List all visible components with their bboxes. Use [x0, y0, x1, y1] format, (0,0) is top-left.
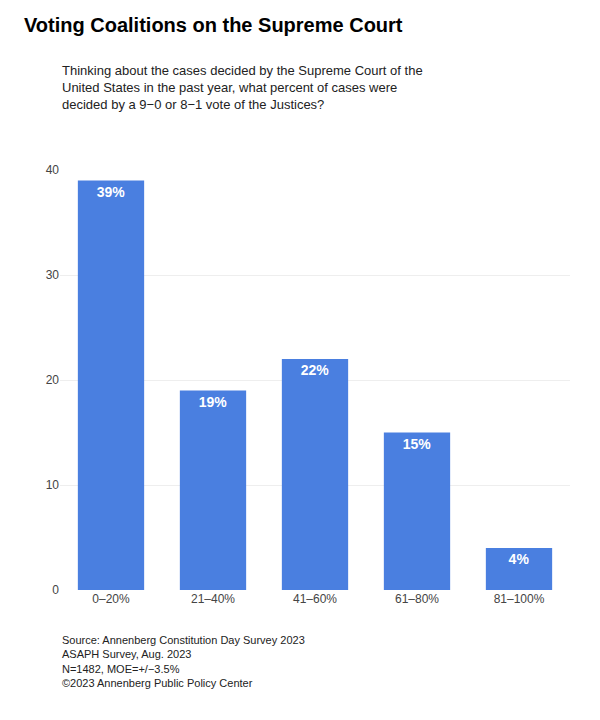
svg-text:22%: 22%: [301, 362, 330, 378]
svg-text:4%: 4%: [509, 551, 530, 567]
svg-text:19%: 19%: [199, 394, 228, 410]
svg-text:41–60%: 41–60%: [293, 592, 337, 606]
svg-text:Voting Coalitions on the Supre: Voting Coalitions on the Supreme Court: [24, 14, 403, 36]
svg-text:81–100%: 81–100%: [494, 592, 545, 606]
svg-text:21–40%: 21–40%: [191, 592, 235, 606]
svg-text:0–20%: 0–20%: [92, 592, 130, 606]
svg-text:30: 30: [46, 268, 60, 282]
svg-text:Thinking about the cases decid: Thinking about the cases decided by the …: [62, 63, 423, 112]
svg-text:10: 10: [46, 478, 60, 492]
svg-text:39%: 39%: [97, 184, 126, 200]
svg-text:20: 20: [46, 373, 60, 387]
svg-text:0: 0: [52, 583, 59, 597]
svg-text:61–80%: 61–80%: [395, 592, 439, 606]
svg-text:40: 40: [46, 163, 60, 177]
svg-text:Source: Annenberg Constitution: Source: Annenberg Constitution Day Surve…: [62, 634, 305, 689]
svg-text:15%: 15%: [403, 436, 432, 452]
